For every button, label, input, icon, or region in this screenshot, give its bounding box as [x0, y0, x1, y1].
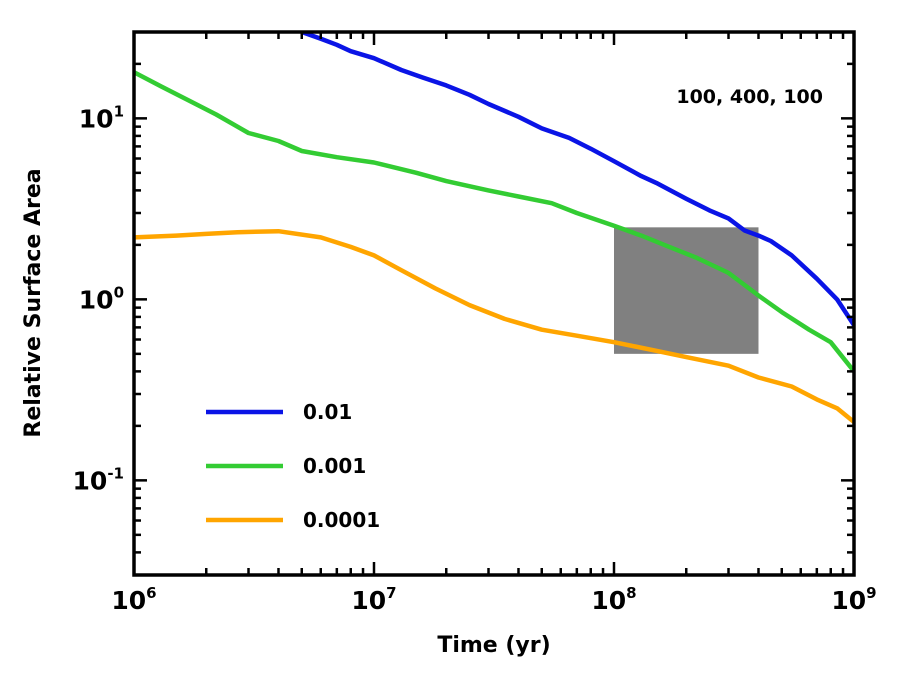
- shaded-region: [614, 227, 759, 354]
- y-axis-label: Relative Surface Area: [21, 168, 46, 437]
- series-line-0.01: [301, 32, 854, 327]
- legend-label-0.01: 0.01: [303, 400, 352, 424]
- y-tick-label: 10-1: [73, 464, 124, 495]
- x-tick-label: 109: [831, 584, 876, 615]
- y-tick-label: 101: [79, 102, 124, 133]
- plot-frame: [132, 30, 856, 577]
- series-line-0.001: [134, 70, 854, 373]
- x-axis-label: Time (yr): [437, 633, 550, 658]
- series-line-0.0001: [134, 228, 854, 424]
- series-parameters-annotation: 100, 400, 100: [676, 86, 823, 108]
- x-tick-label: 107: [351, 584, 396, 615]
- x-tick-label: 108: [591, 584, 636, 615]
- y-tick-label: 100: [79, 283, 124, 314]
- legend-label-0.0001: 0.0001: [303, 508, 380, 532]
- legend-label-0.001: 0.001: [303, 454, 366, 478]
- x-tick-label: 106: [111, 584, 156, 615]
